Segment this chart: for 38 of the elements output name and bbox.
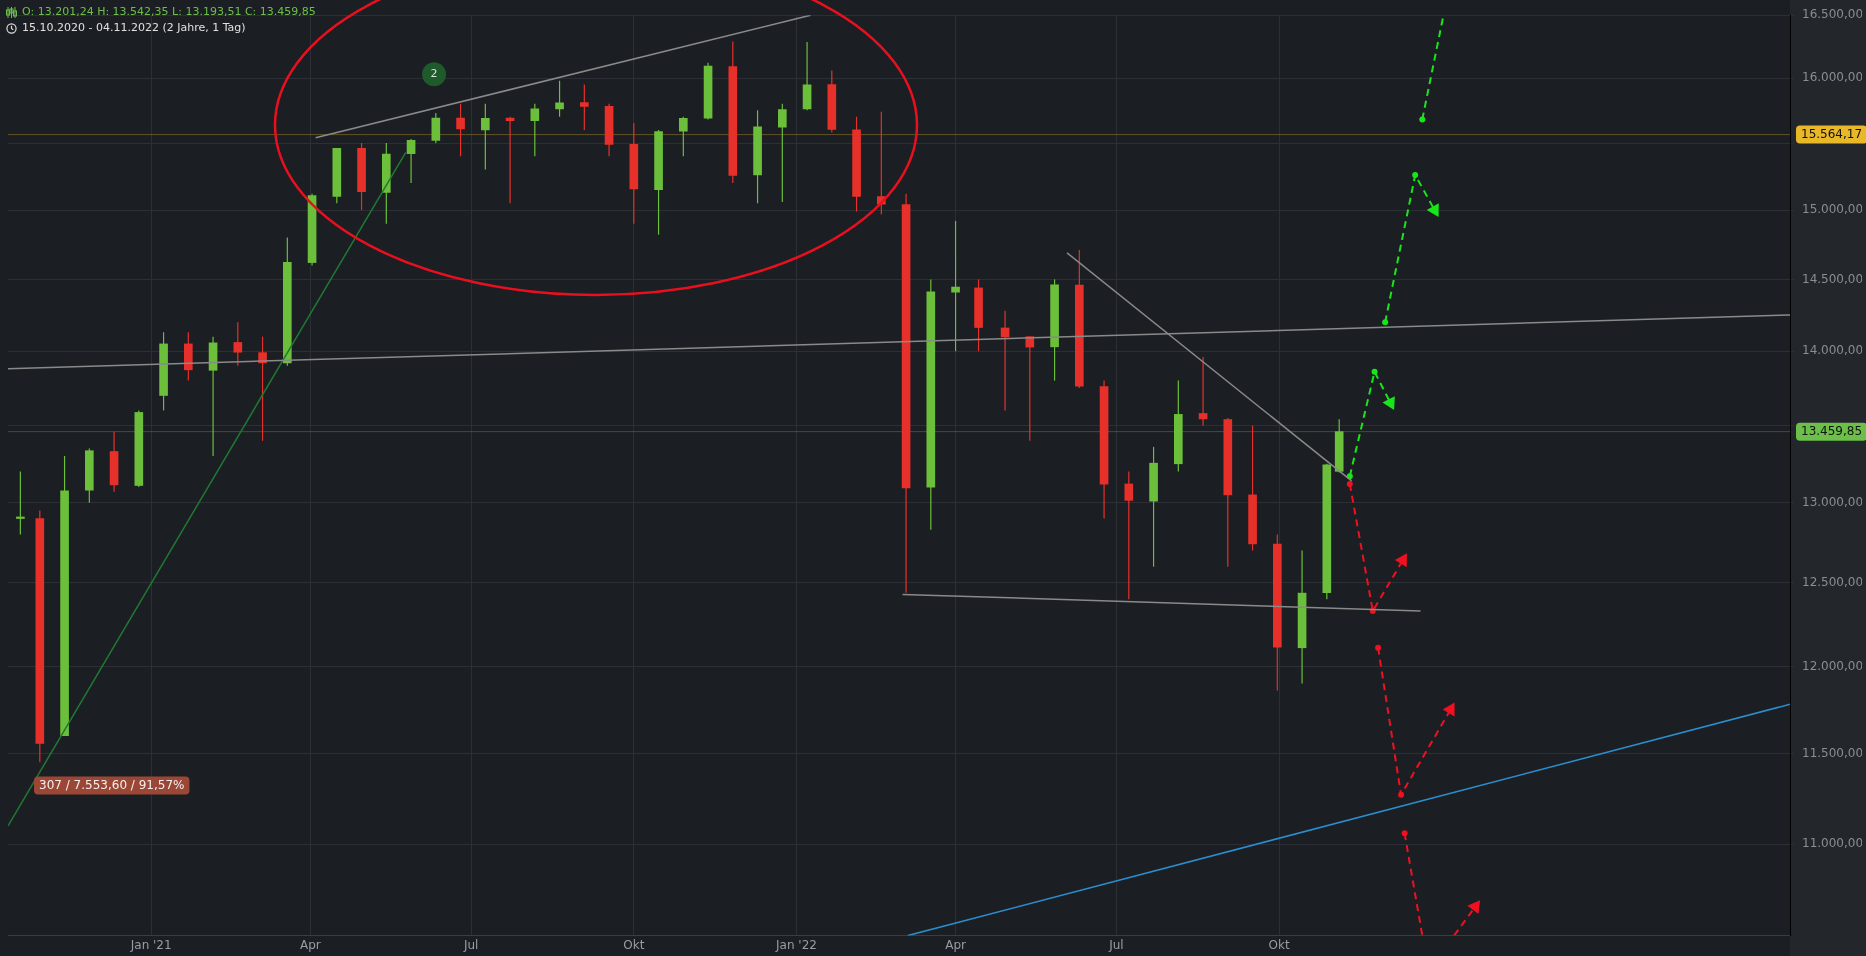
y-tick-label: 16.500,00 — [1802, 7, 1864, 22]
y-tick-label: 16.000,00 — [1802, 70, 1864, 85]
candlestick — [406, 138, 416, 184]
candlestick — [456, 103, 465, 157]
candlestick — [1198, 356, 1208, 427]
candlestick — [678, 116, 688, 157]
x-tick-label: Jan '22 — [775, 937, 817, 952]
x-tick-label: Jul — [462, 937, 479, 952]
x-tick-label: Okt — [623, 937, 645, 952]
annotation: 2 — [430, 67, 438, 81]
y-tick-label: 12.000,00 — [1802, 658, 1864, 673]
x-tick-label: Jan '21 — [129, 937, 172, 952]
y-tick-label: 13.000,00 — [1802, 494, 1864, 509]
candlestick — [233, 321, 243, 367]
ref-line-label: 13.459,85 — [1801, 423, 1863, 438]
candlestick — [16, 470, 25, 536]
y-tick-label: 15.000,00 — [1802, 202, 1864, 217]
y-tick-label: 14.000,00 — [1802, 343, 1864, 358]
candlestick — [777, 103, 787, 203]
y-tick-label: 12.500,00 — [1802, 575, 1864, 590]
x-tick-label: Jul — [1108, 937, 1124, 952]
candlestick — [530, 103, 540, 157]
y-tick-label: 14.500,00 — [1802, 271, 1864, 286]
y-tick-label: 11.000,00 — [1802, 836, 1864, 851]
candlestick — [951, 220, 960, 352]
chart-title: O: 13.201,24 H: 13.542,35 L: 13.193,51 C: 13.459,85 — [22, 4, 316, 20]
annotation: 307 / 7.553,60 / 91,57% — [39, 777, 185, 792]
candlestick — [480, 103, 490, 171]
candlestick — [1124, 470, 1134, 600]
x-tick-label: Okt — [1268, 937, 1290, 952]
candlestick — [431, 112, 441, 144]
x-tick-label: Apr — [299, 937, 321, 952]
candlestick — [555, 80, 564, 118]
y-tick-label: 11.500,00 — [1802, 745, 1864, 760]
x-tick-label: Apr — [945, 937, 967, 952]
ref-line-label: 15.564,17 — [1801, 126, 1863, 141]
text: 15.10.2020 - 04.11.2022 (2 Jahre, 1 Tag) — [22, 20, 246, 36]
candlestick — [579, 83, 589, 131]
